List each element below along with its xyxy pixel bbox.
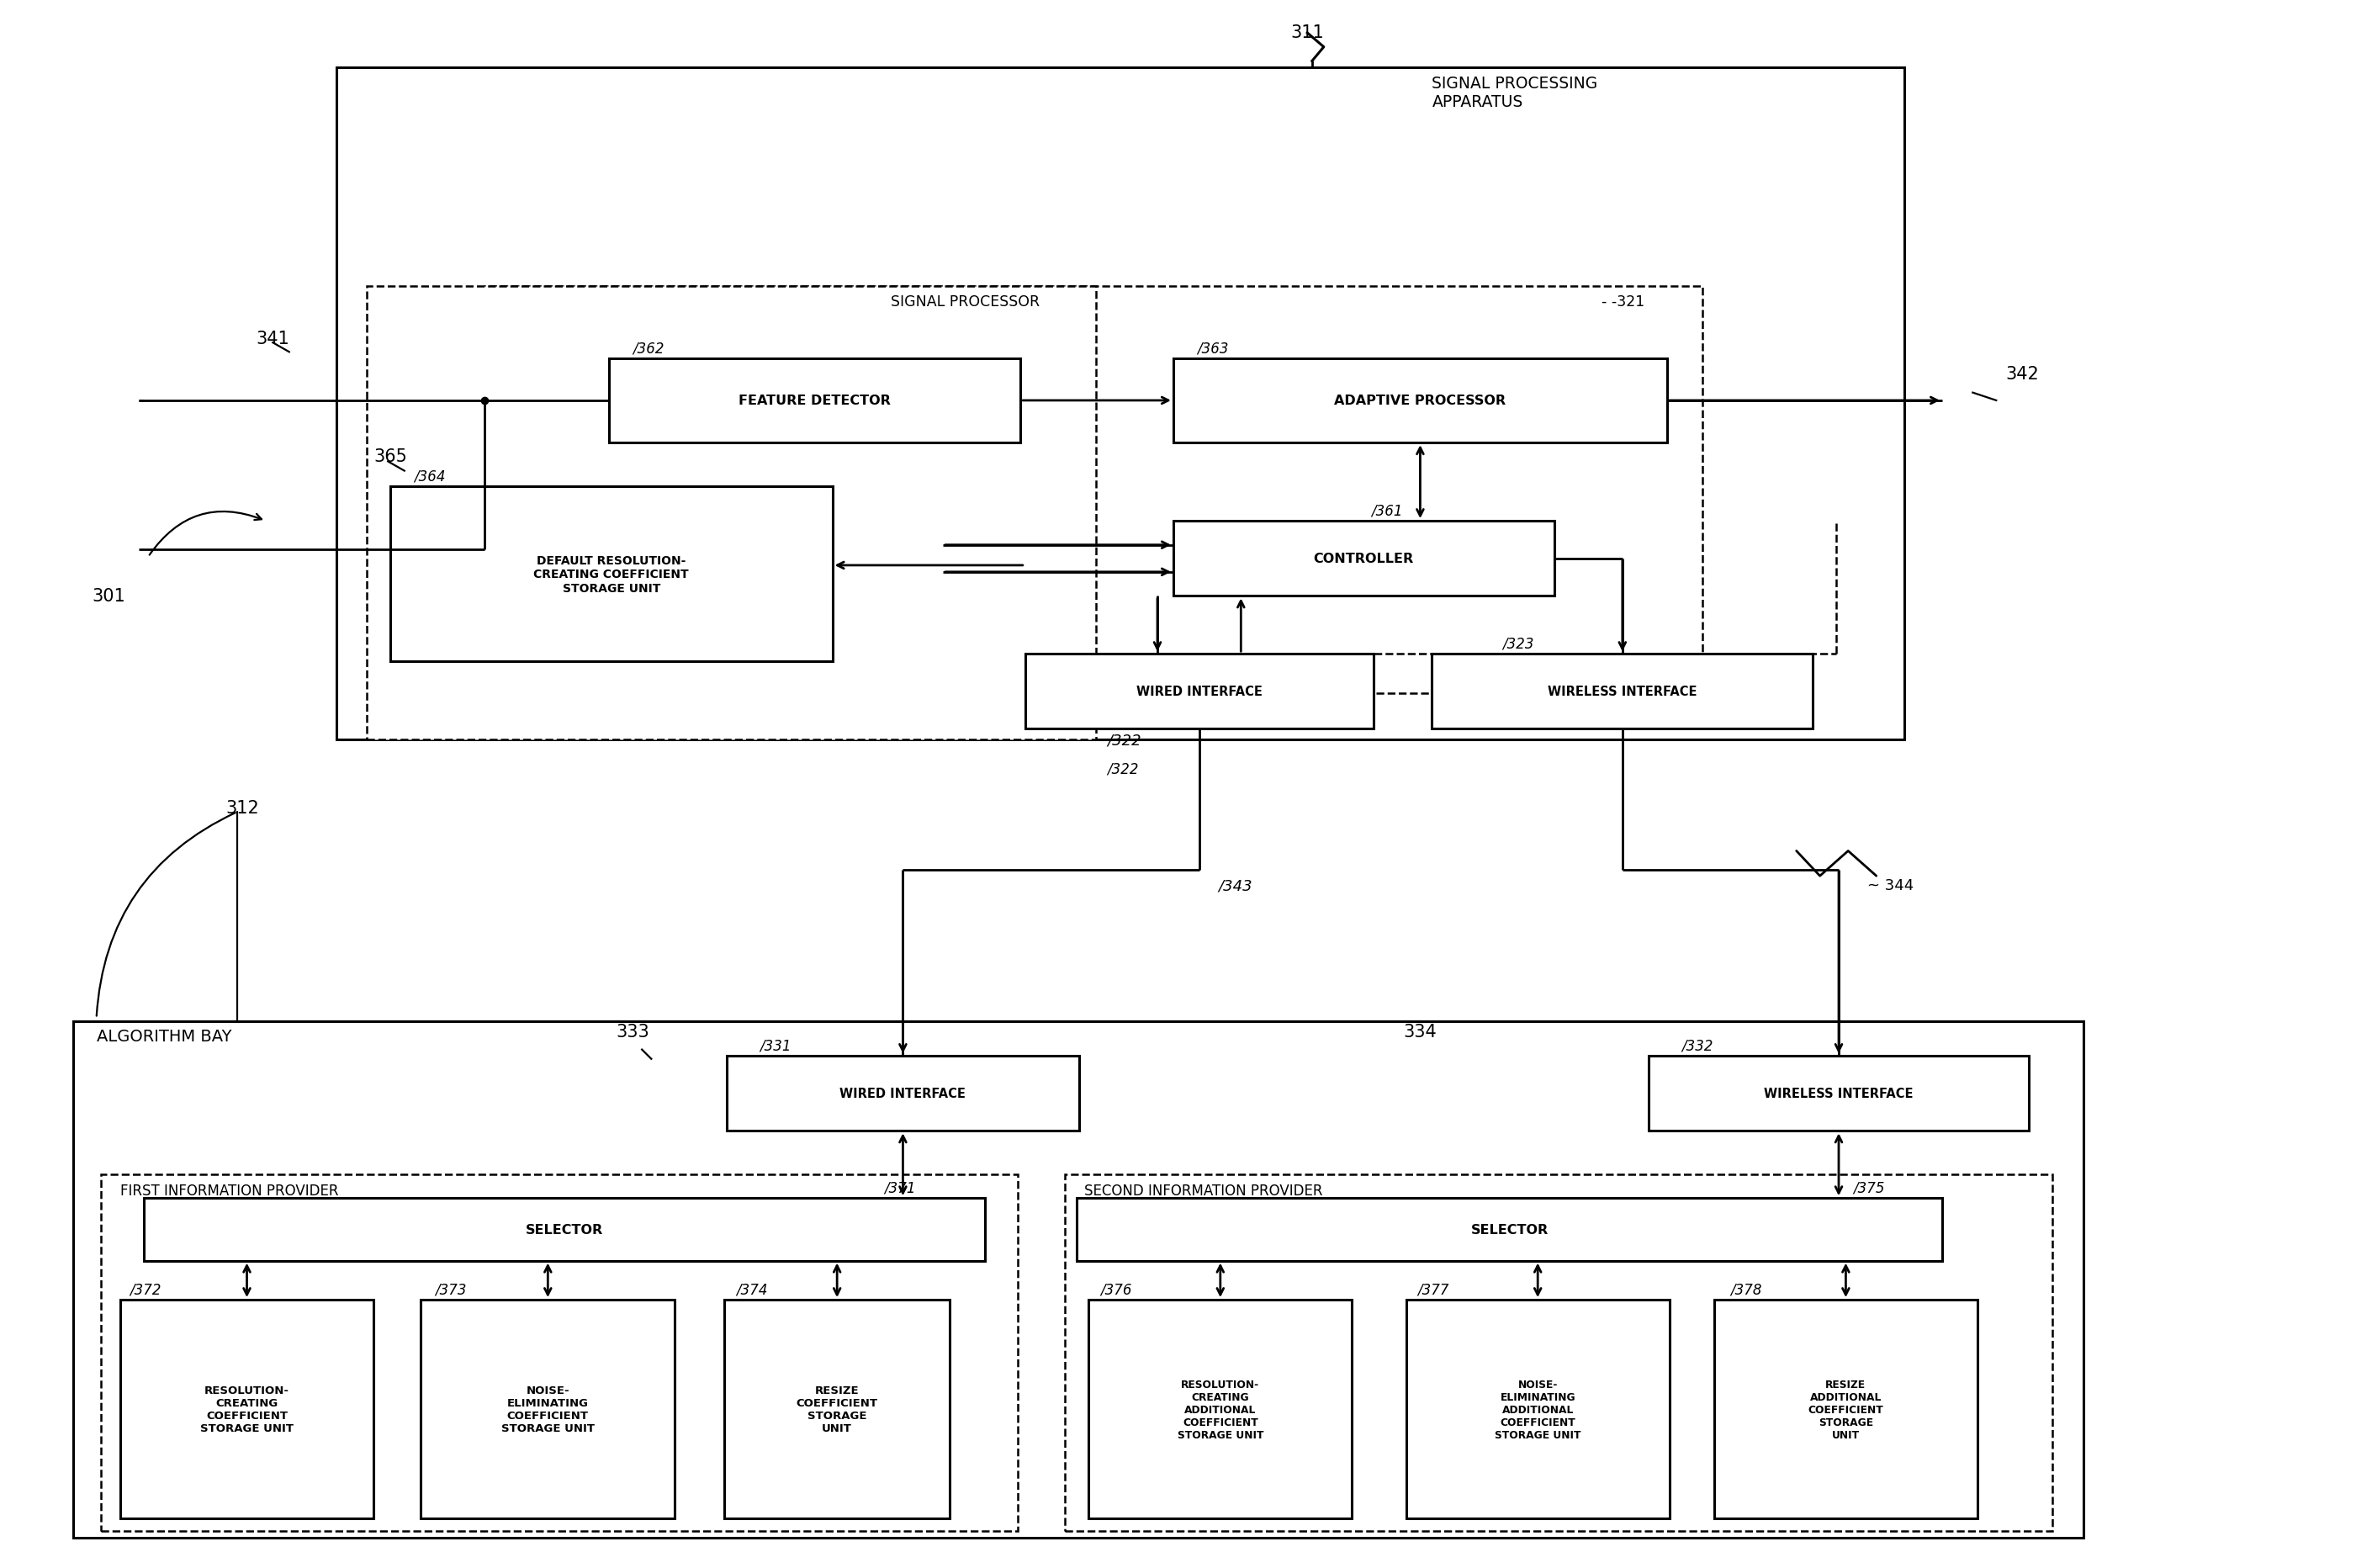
Text: /343: /343 (1218, 878, 1251, 892)
FancyBboxPatch shape (1649, 1055, 2029, 1131)
Text: RESOLUTION-
CREATING
ADDITIONAL
COEFFICIENT
STORAGE UNIT: RESOLUTION- CREATING ADDITIONAL COEFFICI… (1178, 1378, 1263, 1439)
FancyBboxPatch shape (101, 1174, 1018, 1532)
Text: SELECTOR: SELECTOR (1470, 1223, 1548, 1236)
FancyBboxPatch shape (726, 1055, 1079, 1131)
FancyBboxPatch shape (1088, 1300, 1352, 1519)
FancyBboxPatch shape (422, 1300, 674, 1519)
Text: /362: /362 (631, 340, 664, 356)
Text: /375: /375 (1852, 1181, 1885, 1195)
FancyBboxPatch shape (1173, 522, 1555, 596)
Text: 312: 312 (226, 800, 259, 817)
Text: /372: /372 (130, 1281, 160, 1297)
Text: /377: /377 (1418, 1281, 1449, 1297)
FancyBboxPatch shape (1407, 1300, 1670, 1519)
Text: 311: 311 (1291, 24, 1324, 41)
Text: ALGORITHM BAY: ALGORITHM BAY (97, 1029, 231, 1044)
Text: /376: /376 (1100, 1281, 1131, 1297)
Text: NOISE-
ELIMINATING
ADDITIONAL
COEFFICIENT
STORAGE UNIT: NOISE- ELIMINATING ADDITIONAL COEFFICIEN… (1494, 1378, 1581, 1439)
FancyBboxPatch shape (368, 287, 1096, 740)
Text: CONTROLLER: CONTROLLER (1315, 552, 1414, 564)
FancyBboxPatch shape (1432, 654, 1812, 729)
Text: SELECTOR: SELECTOR (525, 1223, 603, 1236)
Text: RESIZE
COEFFICIENT
STORAGE
UNIT: RESIZE COEFFICIENT STORAGE UNIT (796, 1385, 879, 1433)
Text: FIRST INFORMATION PROVIDER: FIRST INFORMATION PROVIDER (120, 1182, 339, 1198)
FancyBboxPatch shape (1025, 654, 1374, 729)
Text: ~ 344: ~ 344 (1866, 878, 1913, 892)
Text: SIGNAL PROCESSING
APPARATUS: SIGNAL PROCESSING APPARATUS (1432, 75, 1597, 110)
Text: /378: /378 (1732, 1281, 1762, 1297)
Text: /322: /322 (1107, 760, 1138, 776)
FancyBboxPatch shape (608, 359, 1020, 444)
FancyBboxPatch shape (391, 488, 832, 662)
Text: DEFAULT RESOLUTION-
CREATING COEFFICIENT
STORAGE UNIT: DEFAULT RESOLUTION- CREATING COEFFICIENT… (535, 555, 688, 594)
Text: /364: /364 (415, 469, 445, 485)
Text: NOISE-
ELIMINATING
COEFFICIENT
STORAGE UNIT: NOISE- ELIMINATING COEFFICIENT STORAGE U… (502, 1385, 594, 1433)
Text: 334: 334 (1404, 1024, 1437, 1041)
Text: /361: /361 (1371, 503, 1402, 519)
FancyBboxPatch shape (723, 1300, 949, 1519)
Text: RESOLUTION-
CREATING
COEFFICIENT
STORAGE UNIT: RESOLUTION- CREATING COEFFICIENT STORAGE… (200, 1385, 294, 1433)
FancyBboxPatch shape (337, 67, 1904, 740)
FancyBboxPatch shape (485, 287, 1703, 693)
Text: SECOND INFORMATION PROVIDER: SECOND INFORMATION PROVIDER (1084, 1182, 1322, 1198)
Text: /371: /371 (884, 1181, 916, 1195)
Text: 333: 333 (615, 1024, 650, 1041)
Text: WIRED INTERFACE: WIRED INTERFACE (1136, 685, 1263, 698)
FancyBboxPatch shape (1065, 1174, 2052, 1532)
Text: ADAPTIVE PROCESSOR: ADAPTIVE PROCESSOR (1333, 395, 1505, 408)
FancyBboxPatch shape (120, 1300, 375, 1519)
Text: RESIZE
ADDITIONAL
COEFFICIENT
STORAGE
UNIT: RESIZE ADDITIONAL COEFFICIENT STORAGE UN… (1807, 1378, 1882, 1439)
Text: 341: 341 (257, 331, 290, 348)
FancyBboxPatch shape (73, 1022, 2083, 1538)
Text: - -321: - -321 (1602, 295, 1644, 310)
Text: FEATURE DETECTOR: FEATURE DETECTOR (740, 395, 891, 408)
FancyBboxPatch shape (1173, 359, 1668, 444)
Text: WIRELESS INTERFACE: WIRELESS INTERFACE (1765, 1087, 1913, 1099)
FancyBboxPatch shape (144, 1198, 985, 1261)
Text: 342: 342 (2005, 365, 2038, 383)
Text: /373: /373 (436, 1281, 466, 1297)
Text: /331: /331 (759, 1038, 792, 1052)
Text: WIRELESS INTERFACE: WIRELESS INTERFACE (1548, 685, 1696, 698)
FancyBboxPatch shape (1077, 1198, 1941, 1261)
Text: /323: /323 (1503, 637, 1534, 651)
Text: 301: 301 (92, 588, 125, 605)
Text: /332: /332 (1682, 1038, 1713, 1052)
Text: /374: /374 (735, 1281, 768, 1297)
FancyBboxPatch shape (1715, 1300, 1977, 1519)
Text: /322: /322 (1107, 732, 1143, 748)
FancyArrowPatch shape (148, 513, 262, 555)
Text: SIGNAL PROCESSOR: SIGNAL PROCESSOR (891, 295, 1039, 310)
Text: WIRED INTERFACE: WIRED INTERFACE (839, 1087, 966, 1099)
Text: 365: 365 (375, 448, 408, 464)
Text: /363: /363 (1197, 340, 1227, 356)
